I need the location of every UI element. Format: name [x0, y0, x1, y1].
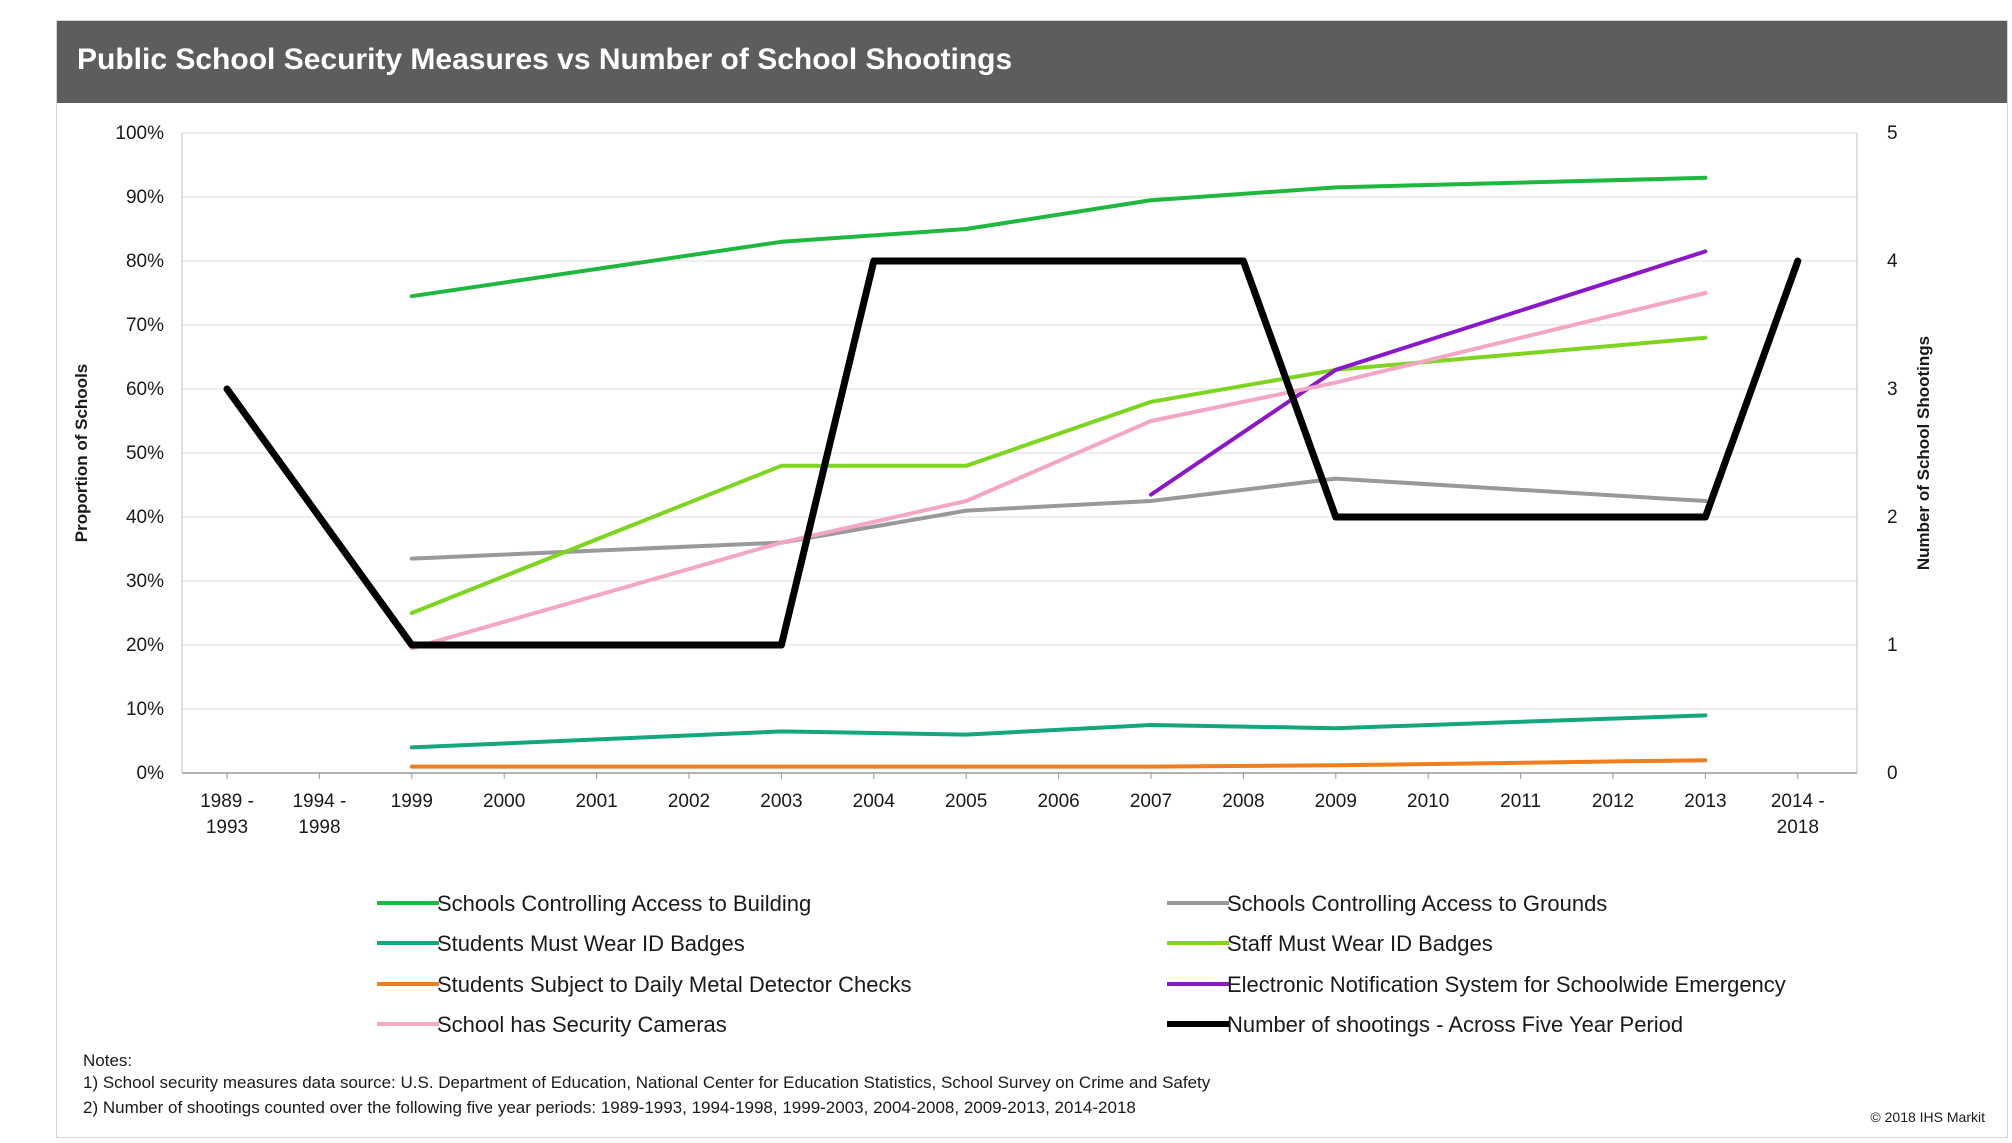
line-chart: 0% 10% 20% 30% 40% 50% 60% 70% 80% 90% 100% 0 1 2 3 4 5 1… [72, 123, 1933, 1037]
x-tick-label: 2010 [1407, 791, 1449, 812]
legend: Schools Controlling Access to Building Sc… [377, 891, 1786, 1037]
chart-title: Public School Security Measures vs Numbe… [77, 43, 1013, 76]
x-tick-label: 2011 [1500, 791, 1541, 812]
y2-tick-label: 3 [1887, 379, 1898, 400]
series-line-5 [409, 758, 1708, 769]
series-line-1 [409, 175, 1708, 299]
axes: 0% 10% 20% 30% 40% 50% 60% 70% 80% 90% 100% 0 1 2 3 4 5 1… [72, 123, 1933, 838]
series-line-7 [409, 291, 1708, 651]
y-tick-label: 20% [126, 635, 164, 656]
series-line-6 [1149, 249, 1708, 497]
legend-label: Students Subject to Daily Metal Detector… [437, 972, 911, 997]
x-tick-label: 2004 [853, 791, 896, 812]
x-tick-label: 2006 [1037, 791, 1079, 812]
y-axis-title: Proportion of Schools [72, 364, 91, 543]
x-tick-label: 2005 [945, 791, 987, 812]
x-tick-label: 2009 [1315, 791, 1357, 812]
y-tick-label: 40% [126, 507, 164, 528]
x-tick-label: 2007 [1130, 791, 1172, 812]
x-tick-label: 2002 [668, 791, 710, 812]
y2-tick-label: 0 [1887, 763, 1898, 784]
series-line-4 [409, 335, 1708, 615]
y-tick-label: 0% [137, 763, 165, 784]
legend-label: Electronic Notification System for Schoo… [1227, 972, 1786, 997]
y-tick-label: 80% [126, 251, 164, 272]
chart-panel: Public School Security Measures vs Numbe… [56, 20, 2008, 1138]
notes-heading: Notes: [83, 1051, 133, 1070]
y2-tick-label: 5 [1887, 123, 1898, 144]
legend-label: School has Security Cameras [437, 1012, 727, 1037]
note-line-1: 1) School security measures data source:… [83, 1073, 1211, 1092]
y-tick-label: 100% [115, 123, 164, 144]
grid-lines [182, 132, 1857, 774]
series-line-3 [409, 713, 1708, 750]
y-tick-label: 70% [126, 315, 164, 336]
legend-label: Schools Controlling Access to Building [437, 891, 811, 916]
y-tick-label: 90% [126, 187, 164, 208]
legend-label: Staff Must Wear ID Badges [1227, 931, 1493, 956]
y2-tick-label: 2 [1887, 507, 1898, 528]
y2-axis-title: Number of School Shootings [1914, 336, 1933, 570]
x-tick-label: 1994 -1998 [292, 791, 346, 838]
x-tick-label: 2003 [760, 791, 802, 812]
x-tick-label: 1989 -1993 [200, 791, 254, 838]
series-line-2 [409, 476, 1708, 561]
x-tick-label: 2001 [575, 791, 617, 812]
x-tick-label: 2008 [1222, 791, 1264, 812]
x-tick-label: 1999 [391, 791, 433, 812]
note-line-2: 2) Number of shootings counted over the … [83, 1098, 1136, 1117]
legend-label: Number of shootings - Across Five Year P… [1227, 1012, 1683, 1037]
y-tick-label: 50% [126, 443, 164, 464]
title-bar: Public School Security Measures vs Numbe… [57, 21, 2007, 103]
series-lines [223, 175, 1802, 769]
y-tick-label: 10% [126, 699, 164, 720]
y-tick-label: 30% [126, 571, 164, 592]
x-tick-label: 2013 [1684, 791, 1726, 812]
series-line-8 [223, 257, 1802, 649]
legend-label: Students Must Wear ID Badges [437, 931, 745, 956]
y-tick-label: 60% [126, 379, 164, 400]
x-tick-label: 2012 [1592, 791, 1634, 812]
legend-label: Schools Controlling Access to Grounds [1227, 891, 1607, 916]
y2-tick-label: 4 [1887, 251, 1898, 272]
y2-tick-label: 1 [1887, 635, 1898, 656]
copyright-notice: © 2018 IHS Markit [1870, 1109, 1985, 1125]
x-tick-label: 2000 [483, 791, 525, 812]
x-tick-label: 2014 -2018 [1771, 791, 1825, 838]
